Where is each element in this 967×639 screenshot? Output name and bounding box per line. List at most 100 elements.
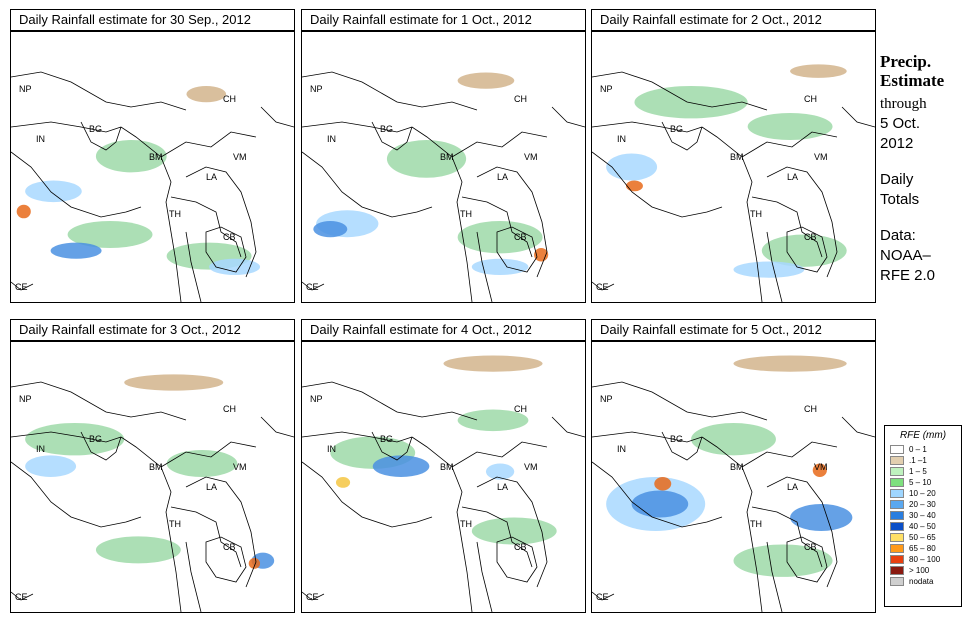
country-label: BM [730, 152, 744, 162]
legend-item: 10 – 20 [890, 488, 961, 499]
rain-area [733, 355, 847, 372]
country-label: LA [497, 482, 508, 492]
country-border [11, 151, 142, 218]
country-label: BG [670, 434, 683, 444]
country-border [461, 506, 533, 568]
country-label: LA [497, 172, 508, 182]
rain-area [747, 113, 833, 140]
rainfall-map: NP CH IN BG BM VM LA TH CB CE [591, 341, 876, 613]
country-label: BM [730, 462, 744, 472]
legend-label: 50 – 65 [909, 533, 936, 542]
map-panel: Daily Rainfall estimate for 3 Oct., 2012… [10, 319, 297, 613]
country-label: CB [223, 542, 236, 552]
country-border [185, 231, 202, 302]
rain-area [248, 558, 261, 569]
country-border [551, 106, 585, 128]
caption-heading: Precip. [880, 52, 932, 71]
country-label: CB [223, 232, 236, 242]
country-border [371, 121, 413, 151]
rainfall-map: NP CH IN BG BM VM LA TH CB CE [301, 31, 586, 303]
legend-label: 80 – 100 [909, 555, 941, 564]
country-border [751, 196, 823, 258]
caption-period: Daily Totals [880, 170, 965, 210]
country-border [592, 591, 615, 601]
country-border [205, 226, 247, 273]
rain-area [95, 140, 167, 173]
country-label: CH [804, 94, 817, 104]
legend-title: RFE (mm) [899, 430, 947, 441]
legend-label: 40 – 50 [909, 522, 936, 531]
country-label: CE [15, 592, 28, 602]
country-border [592, 381, 768, 421]
country-label: VM [524, 462, 538, 472]
country-border [701, 126, 763, 302]
country-label: CH [223, 94, 236, 104]
rain-area [471, 517, 557, 545]
country-label: BM [440, 152, 454, 162]
map-canvas: NP CH IN BG BM VM LA TH CB CE [592, 355, 875, 612]
country-border [302, 461, 433, 528]
country-border [551, 416, 585, 438]
country-label: LA [787, 172, 798, 182]
country-label: BG [670, 124, 683, 134]
country-border [741, 131, 838, 158]
country-border [592, 461, 723, 528]
rain-area [654, 477, 672, 491]
country-label: NP [310, 84, 323, 94]
country-border [411, 436, 473, 612]
rain-area [67, 221, 153, 248]
legend-label: 10 – 20 [909, 489, 936, 498]
rain-area [733, 544, 833, 577]
country-border [786, 226, 828, 273]
country-label: BM [149, 462, 163, 472]
country-border [461, 196, 533, 258]
panel-title: Daily Rainfall estimate for 30 Sep., 201… [10, 9, 295, 31]
map-canvas: NP CH IN BG BM VM LA TH CB CE [11, 71, 294, 302]
legend-item: 20 – 30 [890, 499, 961, 510]
country-label: BG [380, 434, 393, 444]
caption-rfe: RFE 2.0 [880, 267, 936, 284]
country-border [476, 541, 493, 612]
country-label: TH [460, 519, 472, 529]
country-border [661, 431, 703, 461]
legend-swatch [890, 445, 904, 454]
legend-item: 65 – 80 [890, 543, 961, 554]
country-label: LA [787, 482, 798, 492]
country-border [185, 166, 257, 278]
rain-area [25, 455, 77, 477]
country-border [766, 541, 783, 612]
rain-area [443, 355, 543, 372]
legend-swatch [890, 478, 904, 487]
country-label: CB [514, 542, 527, 552]
country-border [120, 126, 182, 302]
rain-area [790, 64, 847, 78]
country-border [451, 441, 548, 468]
rain-area [457, 409, 529, 432]
legend-swatch [890, 577, 904, 586]
panel-title: Daily Rainfall estimate for 3 Oct., 2012 [10, 319, 295, 341]
country-label: BG [89, 124, 102, 134]
panel-title: Daily Rainfall estimate for 4 Oct., 2012 [301, 319, 586, 341]
country-label: CH [804, 404, 817, 414]
legend-item: nodata [890, 576, 961, 587]
rain-area [485, 463, 515, 480]
map-panel: Daily Rainfall estimate for 4 Oct., 2012… [301, 319, 588, 613]
sidebar-caption: Precip. Estimate through 5 Oct. 2012 Dai… [880, 52, 965, 286]
legend-item: .1 –1 [890, 455, 961, 466]
map-panel: Daily Rainfall estimate for 2 Oct., 2012… [591, 9, 878, 303]
legend-label: 30 – 40 [909, 511, 936, 520]
panel-title: Daily Rainfall estimate for 5 Oct., 2012 [591, 319, 876, 341]
caption-through: through [880, 96, 927, 112]
country-label: VM [233, 152, 247, 162]
rain-area [313, 221, 348, 238]
legend-label: > 100 [909, 566, 930, 575]
legend-swatch [890, 555, 904, 564]
country-border [592, 431, 703, 443]
rain-area [471, 258, 529, 275]
country-label: LA [206, 482, 217, 492]
rain-area [812, 463, 827, 477]
rainfall-map: NP CH IN BG BM VM LA TH CB CE [10, 341, 295, 613]
map-panel: Daily Rainfall estimate for 30 Sep., 201… [10, 9, 297, 303]
country-label: NP [600, 84, 613, 94]
color-legend: RFE (mm) 0 – 1 .1 –1 1 – 5 5 – 10 10 – 20 20 … [884, 425, 962, 607]
